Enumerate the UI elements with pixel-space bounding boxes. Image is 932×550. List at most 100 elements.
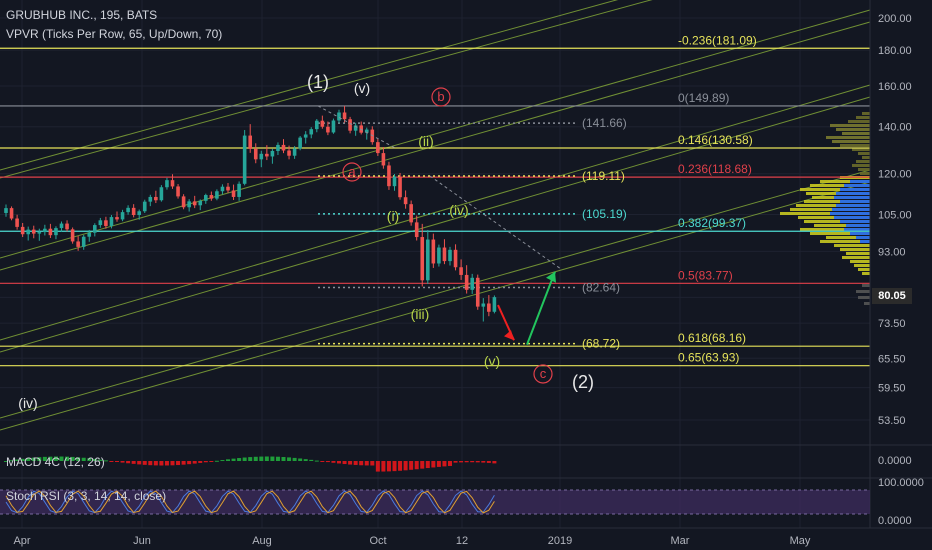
fib-level-label: 0.236(118.68)	[678, 162, 752, 176]
time-axis-tick: Apr	[13, 535, 30, 547]
down-arrow	[497, 304, 515, 341]
vpvr-bar	[856, 160, 870, 163]
candle-body	[442, 247, 447, 262]
macd-bar	[103, 460, 108, 462]
candle-body	[220, 186, 225, 192]
time-axis-tick: Jun	[133, 535, 151, 547]
price-axis-tick: 73.50	[878, 318, 906, 330]
up-arrow-head	[546, 271, 556, 283]
fib-level-label: 0(149.89)	[678, 91, 729, 105]
vpvr-bar	[820, 180, 870, 183]
macd-bar	[48, 456, 53, 461]
candle-body	[381, 153, 386, 166]
vpvr-bar	[856, 290, 870, 293]
macd-bar	[198, 461, 203, 463]
candle-body	[26, 229, 30, 235]
candle-body	[276, 144, 280, 151]
candle-body	[204, 195, 208, 201]
candle-body	[93, 225, 97, 233]
vpvr-bar	[858, 168, 870, 171]
candle-body	[109, 217, 114, 226]
macd-bar	[264, 456, 269, 461]
candle-body	[170, 180, 175, 187]
macd-bar	[392, 461, 397, 472]
vpvr-bar-up	[840, 200, 870, 203]
candle-body	[98, 220, 103, 226]
vpvr-bar	[796, 204, 870, 207]
macd-bar	[320, 461, 325, 462]
vpvr-bar-up	[844, 184, 870, 187]
wave-circle	[342, 162, 362, 182]
vpvr-bar-up	[844, 228, 870, 231]
vpvr-bar-up	[840, 188, 870, 191]
macd-bar	[92, 458, 97, 461]
candle-body	[104, 220, 108, 226]
channel-line	[0, 96, 871, 353]
macd-bar	[481, 461, 486, 463]
candle-body	[15, 218, 19, 227]
candle-body	[142, 201, 147, 212]
macd-bar	[325, 461, 330, 463]
vpvr-bar	[810, 184, 870, 187]
macd-bar	[98, 459, 103, 461]
macd-bar	[470, 461, 475, 463]
candle-body	[253, 148, 258, 160]
candle-body	[320, 120, 325, 127]
macd-bar	[42, 456, 47, 461]
channel-line	[0, 169, 871, 419]
wave-label: (2)	[572, 372, 594, 392]
candle-body	[165, 180, 169, 188]
channel-line	[0, 181, 871, 431]
macd-bar	[303, 459, 308, 461]
candle-body	[431, 239, 436, 264]
macd-bar	[253, 456, 258, 461]
vpvr-indicator-label[interactable]: VPVR (Ticks Per Row, 65, Up/Down, 70)	[6, 27, 223, 41]
macd-bar	[242, 457, 247, 461]
macd-bar	[298, 458, 303, 461]
macd-bar	[353, 461, 358, 465]
wave-label: (iii)	[411, 306, 430, 322]
fib-level-label: 0.146(130.58)	[678, 133, 753, 147]
macd-bar	[420, 461, 425, 469]
vpvr-bar-up	[832, 208, 870, 211]
macd-bar	[209, 461, 214, 462]
candle-body	[159, 187, 164, 201]
macd-bar	[203, 461, 208, 463]
candle-body	[259, 153, 264, 160]
vpvr-bar	[840, 144, 870, 147]
candle-body	[48, 228, 53, 236]
macd-bar	[475, 461, 480, 463]
chart-title: GRUBHUB INC., 195, BATS	[6, 8, 158, 22]
macd-bar	[492, 461, 497, 464]
stoch-rsi-indicator-label[interactable]: Stoch RSI (3, 3, 14, 14, close)	[6, 489, 167, 503]
dotted-level-label: (141.66)	[582, 116, 627, 130]
candle-body	[392, 176, 397, 187]
macd-bar	[486, 461, 491, 463]
vpvr-bar	[810, 232, 870, 235]
candle-body	[209, 195, 214, 199]
vpvr-bar-up	[840, 220, 870, 223]
macd-bar	[31, 457, 36, 461]
wave-label: (iv)	[18, 395, 37, 411]
candle-body	[181, 196, 186, 208]
candle-body	[81, 236, 86, 247]
macd-bar	[359, 461, 364, 466]
dotted-level-label: (82.64)	[582, 280, 620, 294]
vpvr-bar	[840, 248, 870, 251]
candle-body	[287, 150, 291, 156]
macd-bar	[9, 460, 14, 462]
candle-body	[420, 237, 425, 281]
wave-label: (v)	[484, 353, 500, 369]
candle-body	[309, 129, 314, 135]
candle-body	[59, 223, 64, 229]
vpvr-bar	[830, 124, 870, 127]
price-axis-tick: 53.50	[878, 415, 906, 427]
candle-body	[31, 229, 36, 234]
candle-body	[475, 277, 480, 307]
macd-indicator-label[interactable]: MACD 4C (12, 26)	[6, 455, 105, 469]
candle-body	[215, 191, 219, 199]
candle-body	[292, 148, 297, 156]
vpvr-bar	[864, 302, 870, 305]
price-axis-tick: 59.50	[878, 383, 906, 395]
